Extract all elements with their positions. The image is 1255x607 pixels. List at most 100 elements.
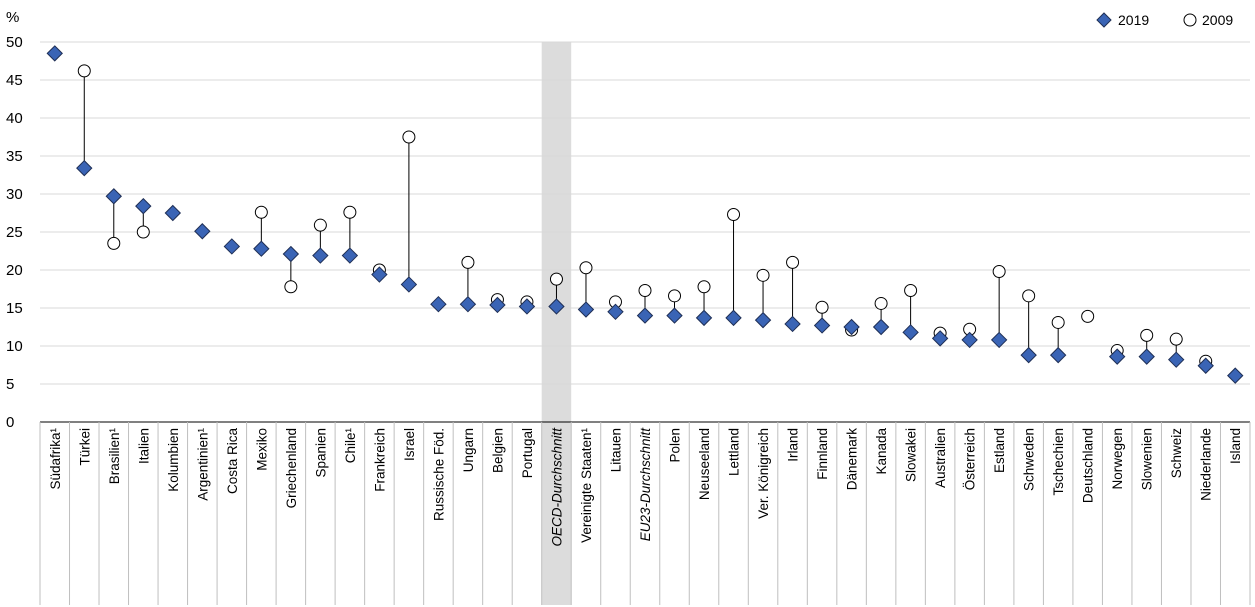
data-point-2009: [402, 130, 416, 144]
data-point-2009: [727, 208, 741, 222]
y-tick-label: 30: [6, 186, 23, 203]
y-tick-label: 35: [6, 148, 23, 165]
data-point-2019: [400, 276, 418, 293]
data-point-2019: [430, 295, 447, 313]
category-label: Slowakei: [904, 428, 919, 482]
category-label: Portugal: [520, 428, 535, 478]
data-point-2009: [1022, 289, 1036, 303]
data-point-2019: [636, 307, 654, 324]
category-label: Griechenland: [284, 428, 299, 508]
data-point-2009: [107, 236, 121, 250]
category-label: Finnland: [815, 428, 830, 480]
category-label: Frankreich: [372, 428, 387, 492]
category-label: Kanada: [874, 428, 889, 475]
category-label: Island: [1228, 428, 1243, 464]
data-point-2009: [461, 255, 475, 269]
y-axis-label: %: [6, 9, 19, 26]
category-label: Schweiz: [1169, 428, 1184, 479]
highlight-column: [541, 42, 572, 605]
category-label: Russische Föd.: [431, 428, 446, 521]
data-point-2019: [725, 309, 742, 327]
category-label: Tschechien: [1051, 428, 1066, 496]
data-point-2019: [459, 295, 477, 313]
data-point-2019: [135, 197, 152, 215]
data-point-2019: [282, 245, 300, 263]
data-point-2009: [756, 268, 770, 282]
data-point-2009: [313, 218, 327, 232]
category-label: Ungarn: [461, 428, 476, 472]
category-label: Ver. Königreich: [756, 428, 771, 519]
data-point-2019: [902, 324, 919, 341]
legend-label-2019: 2019: [1118, 12, 1149, 28]
data-point-2019: [312, 247, 329, 264]
y-tick-label: 5: [6, 376, 14, 393]
data-point-2009: [254, 205, 268, 219]
data-point-2009: [638, 284, 652, 298]
category-label: Estland: [992, 428, 1007, 473]
data-point-2009: [1169, 332, 1183, 346]
data-point-2019: [341, 247, 359, 264]
category-label: Türkei: [77, 428, 92, 466]
category-label: Israel: [402, 428, 417, 461]
category-label: Deutschland: [1081, 428, 1096, 503]
category-label: Slowenien: [1140, 428, 1155, 490]
category-label: Niederlande: [1199, 428, 1214, 501]
data-point-2019: [46, 45, 63, 62]
data-point-2019: [548, 298, 565, 315]
category-label: Irland: [786, 428, 801, 462]
legend-marker-2019: [1096, 12, 1112, 28]
data-point-2009: [668, 289, 682, 303]
data-point-2019: [1227, 367, 1244, 384]
category-label: Chile¹: [343, 428, 358, 464]
category-label: Litauen: [608, 428, 623, 472]
data-point-2019: [961, 331, 978, 349]
data-point-2009: [992, 265, 1006, 279]
data-point-2009: [77, 64, 91, 78]
data-point-2019: [1197, 357, 1214, 374]
category-label: Vereinigte Staaten¹: [579, 428, 594, 543]
data-point-2019: [990, 331, 1008, 349]
legend-marker-2009: [1183, 13, 1197, 27]
category-label: Australien: [933, 428, 948, 488]
legend-label-2009: 2009: [1202, 12, 1233, 28]
category-label: Polen: [668, 428, 683, 463]
data-point-2019: [1020, 346, 1037, 364]
y-tick-label: 10: [6, 338, 23, 355]
category-label: Schweden: [1022, 428, 1037, 491]
data-point-2019: [577, 301, 595, 318]
data-point-2019: [666, 307, 683, 324]
data-point-2019: [1108, 348, 1126, 365]
data-point-2019: [371, 266, 388, 283]
y-tick-label: 0: [6, 414, 14, 431]
data-point-2019: [105, 188, 122, 205]
category-label: Italien: [136, 428, 151, 464]
category-label: Spanien: [313, 428, 328, 478]
data-point-2009: [579, 261, 593, 275]
data-point-2019: [1168, 351, 1185, 368]
data-point-2019: [931, 330, 949, 347]
data-point-2019: [754, 311, 772, 329]
data-point-2019: [1138, 348, 1155, 365]
y-tick-label: 40: [6, 110, 23, 127]
y-tick-label: 20: [6, 262, 23, 279]
data-point-2009: [786, 255, 800, 269]
category-label: Costa Rica: [225, 428, 240, 495]
category-label: Argentinien¹: [195, 427, 210, 500]
data-point-2009: [549, 272, 563, 286]
data-point-2019: [76, 159, 93, 177]
data-point-2019: [607, 303, 624, 321]
data-point-2019: [813, 317, 831, 334]
category-label: Kolumbien: [166, 428, 181, 492]
category-label: OECD-Durchschnitt: [549, 427, 564, 547]
category-label: Belgien: [490, 428, 505, 473]
data-point-2019: [695, 309, 713, 327]
y-tick-label: 25: [6, 224, 23, 241]
data-point-2009: [874, 296, 888, 310]
data-point-2019: [253, 240, 270, 257]
y-tick-label: 45: [6, 72, 23, 89]
data-point-2009: [815, 300, 829, 314]
data-point-2009: [1140, 328, 1154, 342]
y-tick-label: 50: [6, 34, 23, 51]
